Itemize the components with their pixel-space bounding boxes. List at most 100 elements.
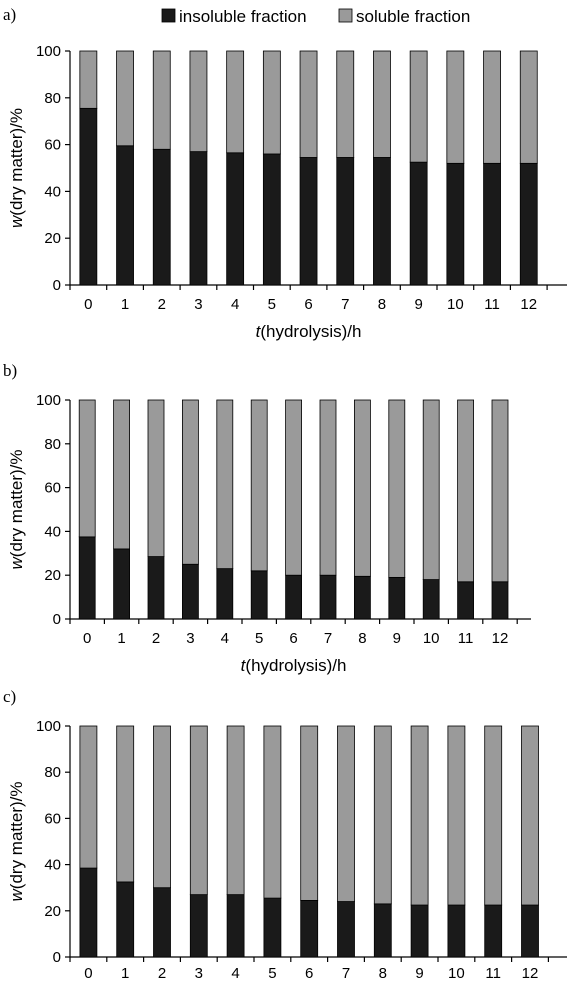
bar-soluble: [300, 725, 319, 901]
y-tick-label: 80: [44, 90, 61, 107]
y-tick-label: 60: [44, 810, 61, 827]
legend-swatch-insoluble: [161, 8, 176, 23]
bar-soluble: [457, 399, 475, 583]
bar-soluble: [319, 399, 337, 576]
bar-soluble: [226, 725, 245, 896]
y-tick-label: 80: [44, 436, 61, 453]
bar-insoluble: [519, 162, 538, 286]
bar-insoluble: [263, 897, 282, 958]
x-tick-label: 3: [194, 296, 202, 313]
x-tick-label: 7: [324, 630, 332, 647]
bar-soluble: [189, 50, 208, 153]
bar-insoluble: [388, 576, 406, 620]
bar-soluble: [299, 50, 318, 158]
x-tick-label: 8: [358, 630, 366, 647]
bar-soluble: [353, 399, 371, 577]
bar-soluble: [446, 50, 465, 164]
x-tick-label: 11: [458, 630, 474, 647]
bar-insoluble: [152, 148, 171, 286]
x-tick-label: 0: [84, 965, 92, 981]
bar-insoluble: [216, 568, 234, 620]
bar-insoluble: [181, 563, 199, 620]
y-axis-title: w(dry matter)/%: [7, 108, 26, 228]
x-tick-label: 12: [522, 965, 539, 981]
bar-insoluble: [409, 161, 428, 286]
bar-insoluble: [447, 904, 466, 958]
bar-soluble: [447, 725, 466, 906]
bar-soluble: [153, 725, 171, 889]
bar-soluble: [189, 725, 208, 896]
x-tick-label: 11: [485, 965, 501, 981]
bar-insoluble: [116, 881, 135, 958]
bar-insoluble: [147, 556, 165, 620]
x-tick-label: 11: [484, 296, 500, 313]
x-axis-title: t(hydrolysis)/h: [256, 322, 362, 341]
bar-insoluble: [300, 900, 319, 958]
panel-label: c): [3, 687, 16, 706]
bar-insoluble: [483, 162, 501, 286]
bar-soluble: [519, 50, 538, 164]
x-tick-label: 9: [415, 965, 423, 981]
x-tick-label: 9: [414, 296, 422, 313]
bar-soluble: [373, 725, 392, 905]
legend-label-soluble: soluble fraction: [356, 7, 470, 26]
y-tick-label: 20: [44, 903, 61, 920]
x-tick-label: 4: [231, 296, 239, 313]
y-tick-label: 80: [44, 764, 61, 781]
bar-insoluble: [116, 145, 134, 286]
bar-insoluble: [373, 903, 392, 958]
bar-soluble: [250, 399, 268, 572]
bar-insoluble: [79, 867, 98, 958]
legend: insoluble fraction soluble fraction: [161, 7, 470, 26]
bar-insoluble: [262, 153, 281, 286]
bar-insoluble: [226, 894, 245, 958]
bar-insoluble: [337, 901, 355, 958]
bar-soluble: [409, 50, 428, 163]
bar-insoluble: [299, 157, 318, 286]
bar-insoluble: [250, 570, 268, 620]
y-tick-label: 100: [36, 43, 61, 60]
y-tick-label: 0: [53, 949, 61, 966]
bar-insoluble: [457, 581, 475, 620]
bar-insoluble: [484, 904, 503, 958]
bar-soluble: [181, 399, 199, 565]
x-tick-label: 10: [447, 296, 464, 313]
y-tick-label: 60: [44, 480, 61, 497]
x-tick-label: 1: [117, 630, 125, 647]
bar-insoluble: [78, 536, 96, 620]
x-tick-label: 8: [378, 296, 386, 313]
bar-soluble: [113, 399, 130, 550]
x-tick-label: 2: [158, 965, 166, 981]
x-tick-label: 12: [520, 296, 537, 313]
bar-soluble: [216, 399, 234, 570]
y-tick-label: 20: [44, 230, 61, 247]
y-tick-label: 40: [44, 523, 61, 540]
bar-soluble: [422, 399, 440, 580]
bar-insoluble: [153, 887, 171, 958]
x-tick-label: 7: [342, 965, 350, 981]
y-tick-label: 0: [53, 611, 61, 628]
x-tick-label: 9: [393, 630, 401, 647]
x-tick-label: 5: [268, 296, 276, 313]
y-axis-title: w(dry matter)/%: [7, 782, 26, 902]
bar-insoluble: [373, 157, 391, 286]
x-tick-label: 1: [121, 296, 129, 313]
y-tick-label: 40: [44, 183, 61, 200]
bar-insoluble: [353, 575, 371, 620]
bar-insoluble: [491, 581, 509, 620]
x-tick-label: 8: [379, 965, 387, 981]
chart-panel-3: c)0204060801000123456789101112t(hydrolys…: [3, 687, 567, 981]
bar-soluble: [285, 399, 303, 576]
bar-soluble: [337, 725, 355, 902]
x-tick-label: 10: [448, 965, 465, 981]
bar-insoluble: [446, 162, 465, 286]
x-tick-label: 3: [195, 965, 203, 981]
bar-soluble: [116, 50, 134, 147]
bar-soluble: [484, 725, 503, 906]
bar-soluble: [147, 399, 165, 557]
bar-soluble: [263, 725, 282, 899]
x-tick-label: 10: [423, 630, 440, 647]
y-tick-label: 60: [44, 137, 61, 154]
